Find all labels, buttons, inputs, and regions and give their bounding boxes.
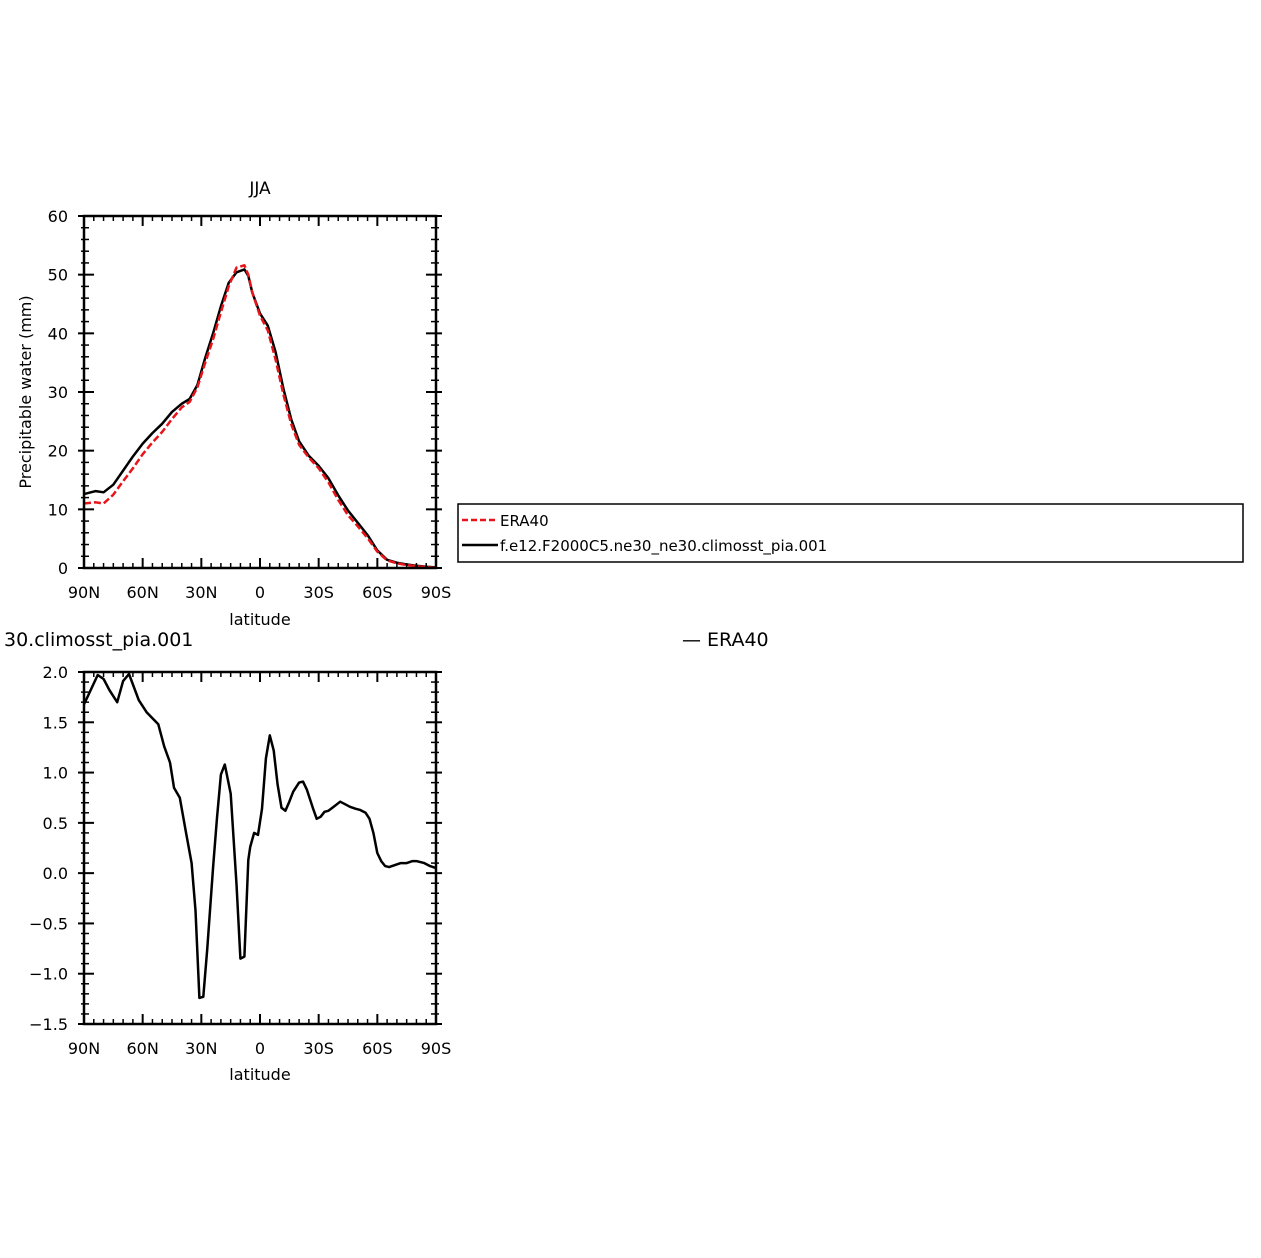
top-y-axis-title: Precipitable water (mm) <box>16 295 35 488</box>
bottom-x-tick-label: 90S <box>421 1039 452 1058</box>
bottom-y-tick-label: 1.0 <box>43 764 68 783</box>
top-x-tick-label: 30S <box>303 583 334 602</box>
bottom-x-tick-label: 60N <box>127 1039 159 1058</box>
top-y-tick-label: 10 <box>48 500 68 519</box>
bottom-panel: 30.climosst_pia.001 — ERA40 90N 60N 30N 0 30… <box>0 629 769 1084</box>
top-x-tick-label: 90S <box>421 583 452 602</box>
bottom-x-tick-label: 30N <box>185 1039 217 1058</box>
legend-label-model: f.e12.F2000C5.ne30_ne30.climosst_pia.001 <box>500 537 827 556</box>
bottom-x-tick-label: 90N <box>68 1039 100 1058</box>
bottom-series-line-difference <box>82 672 437 1000</box>
top-x-tick-label: 90N <box>68 583 100 602</box>
bottom-x-tick-label: 60S <box>362 1039 393 1058</box>
bottom-y-tick-label: −1.0 <box>29 965 68 984</box>
bottom-y-tick-label: −1.5 <box>29 1015 68 1034</box>
bottom-x-tick-label: 30S <box>303 1039 334 1058</box>
top-y-tick-label: 50 <box>48 266 68 285</box>
bottom-y-tick-label: −0.5 <box>29 914 68 933</box>
top-y-tick-label: 30 <box>48 383 68 402</box>
top-x-tick-label: 60S <box>362 583 393 602</box>
legend: ERA40 f.e12.F2000C5.ne30_ne30.climosst_p… <box>457 503 1244 563</box>
top-x-tick-label: 0 <box>255 583 265 602</box>
bottom-y-tick-label: 2.0 <box>43 663 68 682</box>
bottom-title-fragment: 30.climosst_pia.001 <box>4 629 193 651</box>
legend-box <box>457 503 1244 563</box>
bottom-y-tick-label: 0.0 <box>43 864 68 883</box>
top-y-tick-label: 60 <box>48 207 68 226</box>
bottom-y-axis-title-fragment: Precipitable water (mm) <box>0 751 17 944</box>
top-panel: JJA 90N 60N 30N 0 30S 60S 90S 0 10 20 30 40 50 60 lat… <box>16 179 451 629</box>
top-x-tick-label: 60N <box>127 583 159 602</box>
legend-label-era40: ERA40 <box>500 512 549 530</box>
bottom-x-axis-title: latitude <box>229 1065 290 1084</box>
top-plot-title: JJA <box>248 179 271 199</box>
bottom-x-tick-label: 0 <box>255 1039 265 1058</box>
top-y-tick-label: 0 <box>58 559 68 578</box>
top-y-tick-label: 20 <box>48 442 68 461</box>
top-x-axis-title: latitude <box>229 610 290 629</box>
bottom-plot-frame <box>82 670 438 1026</box>
top-y-tick-label: 40 <box>48 324 68 343</box>
top-plot-frame <box>82 214 438 570</box>
bottom-title-right-fragment: — ERA40 <box>682 629 769 651</box>
bottom-y-tick-label: 1.5 <box>43 713 68 732</box>
top-series-line-era40 <box>83 264 437 569</box>
top-x-tick-label: 30N <box>185 583 217 602</box>
bottom-y-tick-label: 0.5 <box>43 814 68 833</box>
